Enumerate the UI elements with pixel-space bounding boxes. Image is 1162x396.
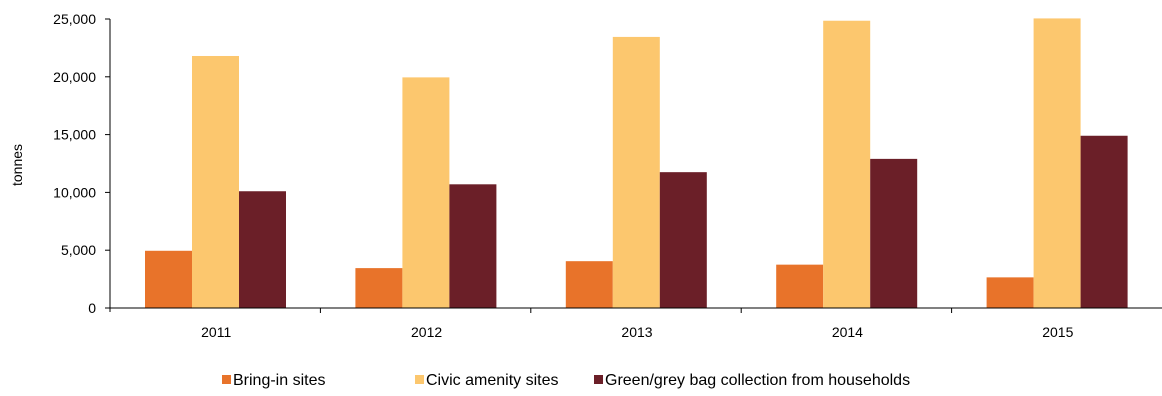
bar-2014-series-1 [776, 264, 824, 308]
bar-2014-series-2 [823, 20, 871, 308]
bar-2012-series-3 [449, 184, 497, 308]
bar-2013-series-1 [565, 261, 613, 308]
y-tick-label: 25,000 [53, 11, 96, 27]
x-tick-label: 2012 [411, 324, 442, 340]
legend-swatch [594, 375, 603, 384]
x-tick-label: 2011 [201, 324, 231, 340]
x-tick-label: 2014 [832, 324, 863, 340]
bar-2015-series-1 [986, 277, 1034, 308]
y-tick-label: 0 [88, 300, 96, 316]
plot-area: 0 5,000 10,000 15,000 20,000 25,000 2011 2012 20… [53, 11, 1162, 340]
legend: Bring-in sites Civic amenity sites Green/g… [222, 372, 910, 389]
legend-swatch [415, 375, 424, 384]
legend-label: Green/grey bag collection from household… [605, 372, 910, 389]
legend-label: Bring-in sites [233, 372, 325, 389]
y-axis-title: tonnes [9, 144, 25, 186]
legend-swatch [222, 375, 231, 384]
y-tick-label: 15,000 [53, 127, 96, 143]
bar-2014-series-3 [870, 158, 918, 308]
bar-2015-series-3 [1080, 135, 1128, 308]
y-tick-label: 10,000 [53, 184, 96, 200]
bar-2013-series-3 [659, 172, 707, 308]
x-tick-label: 2015 [1042, 324, 1073, 340]
bar-2015-series-2 [1033, 18, 1081, 309]
bar-2012-series-2 [402, 77, 450, 309]
bar-2011-series-1 [145, 250, 192, 308]
legend-label: Civic amenity sites [426, 372, 558, 389]
y-tick-label: 20,000 [53, 69, 96, 85]
bar-2011-series-2 [192, 55, 239, 308]
bar-2013-series-2 [612, 36, 660, 308]
bar-2011-series-3 [239, 191, 286, 308]
y-tick-label: 5,000 [61, 242, 96, 258]
bar-2012-series-1 [355, 268, 403, 308]
x-tick-label: 2013 [621, 324, 652, 340]
